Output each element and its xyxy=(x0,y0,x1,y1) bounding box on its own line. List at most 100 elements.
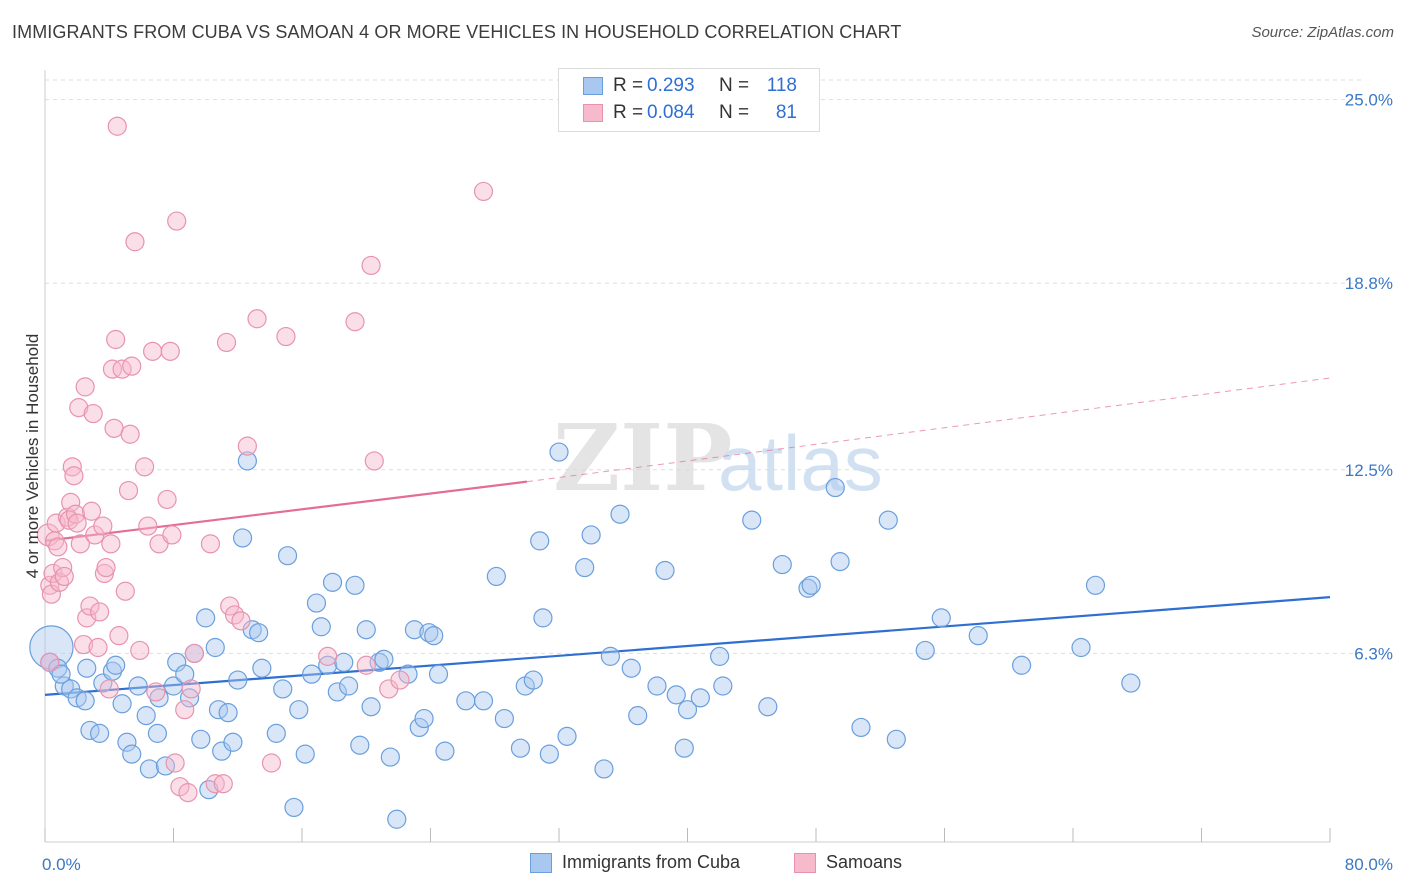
point-samoans xyxy=(99,679,119,699)
point-cuba xyxy=(196,608,216,628)
point-cuba xyxy=(557,726,577,746)
point-cuba xyxy=(510,738,531,758)
point-samoans xyxy=(101,534,121,554)
trend-line-cuba xyxy=(44,596,1331,696)
point-samoans xyxy=(40,652,60,672)
point-cuba xyxy=(232,528,253,548)
correlation-legend: R = 0.293 N = 118 R = 0.084 N = 81 xyxy=(558,68,820,132)
legend-n-value: 118 xyxy=(766,75,797,96)
point-cuba xyxy=(218,703,238,723)
point-cuba xyxy=(830,552,850,572)
legend-n-label: N = xyxy=(719,75,750,96)
point-cuba xyxy=(90,723,110,743)
point-cuba xyxy=(655,560,675,581)
point-cuba xyxy=(252,658,272,678)
legend-r-label: R = xyxy=(613,102,644,123)
point-cuba xyxy=(600,646,621,666)
point-samoans xyxy=(64,466,84,486)
point-cuba xyxy=(674,738,694,758)
point-cuba xyxy=(327,682,347,702)
bottom-legend-swatch-cuba xyxy=(530,852,552,873)
point-cuba xyxy=(758,697,778,717)
point-cuba xyxy=(289,700,309,720)
point-cuba xyxy=(713,676,733,696)
point-samoans xyxy=(93,516,113,536)
point-cuba xyxy=(428,664,449,684)
point-cuba xyxy=(228,670,248,690)
point-cuba xyxy=(539,744,559,764)
point-cuba xyxy=(647,676,667,696)
axes xyxy=(44,70,1331,843)
point-samoans xyxy=(220,596,240,616)
point-cuba xyxy=(147,723,168,743)
point-cuba xyxy=(350,735,370,755)
point-cuba xyxy=(322,572,343,592)
point-cuba xyxy=(710,646,730,666)
point-cuba xyxy=(374,649,394,669)
point-cuba xyxy=(886,729,906,749)
point-samoans xyxy=(115,581,135,601)
point-cuba xyxy=(968,626,988,646)
point-samoans xyxy=(80,596,100,616)
point-samoans xyxy=(146,682,166,702)
chart-source: Source: ZipAtlas.com xyxy=(1251,24,1394,41)
bottom-legend-samoans: Samoans xyxy=(794,852,902,873)
point-cuba xyxy=(77,658,97,678)
point-samoans xyxy=(122,356,142,376)
point-cuba xyxy=(533,608,553,628)
point-cuba xyxy=(29,625,74,670)
point-samoans xyxy=(120,424,140,444)
point-cuba xyxy=(191,729,211,749)
point-cuba xyxy=(122,744,142,764)
trend-extension-samoans xyxy=(526,377,1331,483)
point-samoans xyxy=(231,611,251,631)
bottom-legend-swatch-samoans xyxy=(794,852,816,873)
point-cuba xyxy=(338,676,359,696)
point-samoans xyxy=(390,670,410,690)
point-samoans xyxy=(96,557,116,578)
point-cuba xyxy=(825,477,845,498)
point-cuba xyxy=(266,723,286,743)
point-cuba xyxy=(801,575,821,595)
point-cuba xyxy=(136,706,156,726)
point-samoans xyxy=(216,332,237,353)
point-cuba xyxy=(249,623,269,643)
watermark-atlas: atlas xyxy=(718,419,883,507)
x-tick-label: 80.0% xyxy=(1345,855,1393,874)
legend-row-cuba: R = 0.293 N = 118 xyxy=(583,73,797,99)
point-cuba xyxy=(112,694,132,714)
point-cuba xyxy=(772,554,792,575)
point-samoans xyxy=(81,501,102,521)
y-axis-label: 4 or more Vehicles in Household xyxy=(23,334,42,579)
point-cuba xyxy=(295,744,315,764)
chart-title: IMMIGRANTS FROM CUBA VS SAMOAN 4 OR MORE… xyxy=(12,22,902,42)
point-samoans xyxy=(109,626,129,646)
y-tick-label: 6.3% xyxy=(1354,644,1393,663)
legend-swatch-samoans xyxy=(583,104,603,122)
point-cuba xyxy=(75,691,95,711)
point-cuba xyxy=(117,732,137,752)
point-samoans xyxy=(318,646,338,666)
point-cuba xyxy=(523,670,543,690)
point-samoans xyxy=(61,492,81,512)
point-cuba xyxy=(851,717,871,738)
point-cuba xyxy=(473,691,494,711)
point-cuba xyxy=(931,608,951,628)
legend-row-samoans: R = 0.084 N = 81 xyxy=(583,100,797,126)
point-samoans xyxy=(261,753,282,773)
trend-line-samoans xyxy=(44,480,528,542)
legend-r-value: 0.084 xyxy=(647,102,695,123)
point-samoans xyxy=(205,774,225,794)
point-samoans xyxy=(157,489,177,510)
point-samoans xyxy=(104,418,124,438)
point-samoans xyxy=(364,451,384,471)
point-cuba xyxy=(690,688,710,708)
point-cuba xyxy=(345,575,365,595)
point-cuba xyxy=(284,797,304,818)
point-samoans xyxy=(345,312,365,332)
point-cuba xyxy=(677,700,698,720)
point-cuba xyxy=(302,664,322,684)
point-samoans xyxy=(167,211,187,231)
